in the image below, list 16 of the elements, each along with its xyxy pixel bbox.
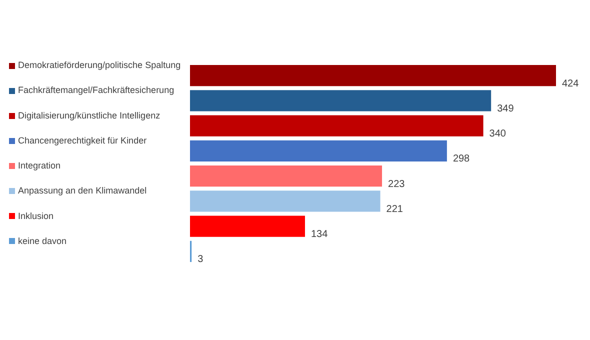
- data-label: 134: [310, 229, 328, 240]
- y-tick-label: Anpassung an den Klimawandel: [18, 186, 147, 196]
- data-label: 340: [489, 128, 506, 140]
- y-tick-label: Integration: [18, 160, 61, 171]
- data-label: 221: [386, 204, 404, 215]
- y-tick-label: keine davon: [18, 236, 67, 246]
- data-label: 3: [198, 254, 204, 266]
- data-label: 223: [388, 178, 406, 190]
- data-label: 298: [452, 154, 470, 165]
- data-label: 424: [562, 78, 580, 90]
- y-tick-label: Inklusion: [18, 210, 54, 221]
- y-tick-label: Fachkräftemangel/Fachkräftesicherung: [18, 85, 174, 96]
- y-tick-label: Chancengerechtigkeit für Kinder: [18, 135, 147, 146]
- y-tick-label: Digitalisierung/künstliche Intelligenz: [18, 110, 161, 120]
- data-label: 349: [497, 103, 514, 114]
- y-tick-label: Demokratieförderung/politische Spaltung: [18, 60, 181, 70]
